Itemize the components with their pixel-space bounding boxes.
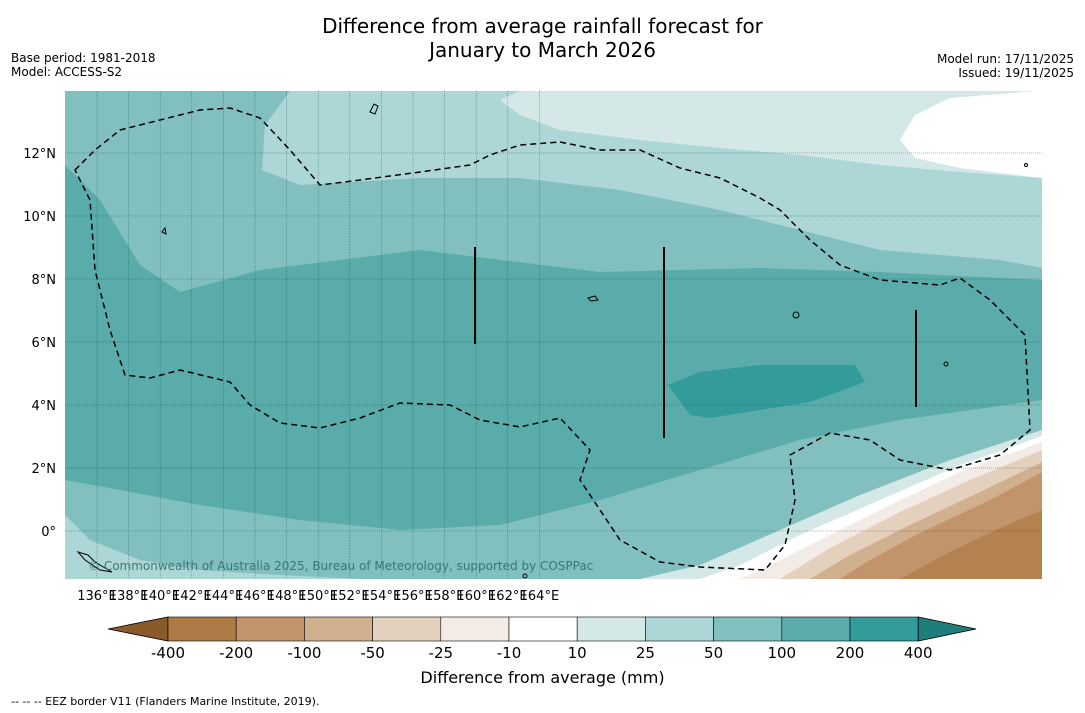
island — [76, 551, 113, 573]
latitude-label: 6°N — [32, 336, 57, 351]
island — [587, 295, 599, 302]
eez-border — [74, 107, 1031, 571]
colorbar-segment — [235, 616, 305, 642]
colorbar-extend-low — [107, 616, 169, 642]
copyright-text: © Commonwealth of Australia 2025, Bureau… — [88, 559, 593, 573]
colorbar-tick-label: 25 — [636, 644, 655, 662]
eez-footnote: -- -- -- EEZ border V11 (Flanders Marine… — [11, 695, 320, 708]
colorbar-tick-label: 100 — [767, 644, 796, 662]
island — [1024, 163, 1028, 167]
metadata-left: Base period: 1981-2018 Model: ACCESS-S2 — [11, 51, 156, 79]
longitude-label: 142°E — [172, 589, 212, 604]
colorbar-segment — [440, 616, 510, 642]
colorbar-label: Difference from average (mm) — [420, 668, 665, 687]
longitude-label: 138°E — [109, 589, 149, 604]
colorbar-tick-label: 50 — [704, 644, 723, 662]
islands — [76, 103, 1028, 579]
colorbar-tick-label: -25 — [429, 644, 454, 662]
contour-minus-200-400 — [900, 510, 1042, 579]
latitude-label: 4°N — [32, 399, 57, 414]
base-period-text: Base period: 1981-2018 — [11, 51, 156, 65]
longitude-label: 162°E — [488, 589, 528, 604]
island — [792, 311, 800, 319]
latitude-label: 0° — [41, 525, 56, 540]
longitude-label: 160°E — [456, 589, 496, 604]
island — [369, 103, 379, 115]
longitude-label: 158°E — [425, 589, 465, 604]
longitude-label: 154°E — [362, 589, 402, 604]
colorbar-segment — [508, 616, 578, 642]
model-text: Model: ACCESS-S2 — [11, 65, 123, 79]
island — [943, 361, 949, 367]
latitude-label: 10°N — [23, 210, 56, 225]
colorbar-tick-label: -100 — [287, 644, 321, 662]
map-title: Difference from average rainfall forecas… — [0, 14, 1085, 62]
metadata-right: Model run: 17/11/2025 Issued: 19/11/2025 — [937, 52, 1074, 80]
issued-text: Issued: 19/11/2025 — [958, 66, 1074, 80]
longitude-label: 152°E — [330, 589, 370, 604]
latitude-label: 8°N — [32, 273, 57, 288]
longitude-label: 150°E — [298, 589, 338, 604]
island — [522, 573, 528, 579]
latitude-label: 2°N — [32, 462, 57, 477]
colorbar-segment — [304, 616, 373, 642]
longitude-label: 136°E — [77, 589, 117, 604]
colorbar-segment — [167, 616, 237, 642]
contour-10-25 — [500, 91, 1042, 178]
contour-100-200 — [65, 165, 1042, 530]
contour-25-50-southwest — [65, 515, 360, 579]
colorbar-extend-high — [917, 616, 977, 642]
title-line-1: Difference from average rainfall forecas… — [322, 14, 763, 38]
colorbar-segment — [576, 616, 646, 642]
contour-neutral-north — [900, 91, 1042, 178]
colorbar-segment — [713, 616, 783, 642]
longitude-label: 148°E — [267, 589, 307, 604]
colorbar-segment — [645, 616, 714, 642]
colorbar-tick-label: -10 — [497, 644, 522, 662]
latitude-label: 12°N — [23, 147, 56, 162]
graticule — [65, 91, 1042, 579]
longitude-label: 156°E — [393, 589, 433, 604]
longitude-label: 140°E — [140, 589, 180, 604]
model-run-text: Model run: 17/11/2025 — [936, 52, 1074, 66]
colorbar: -400 -200 -100 -50 -25 -10 10 25 50 100 200 400 — [107, 616, 977, 662]
contour-fill-layer: © Commonwealth of Australia 2025, Bureau… — [65, 91, 1042, 579]
longitude-label: 144°E — [204, 589, 244, 604]
colorbar-tick-label: -400 — [151, 644, 185, 662]
colorbar-segment — [781, 616, 851, 642]
latitude-labels: 12°N 10°N 8°N 6°N 4°N 2°N 0° — [23, 147, 56, 540]
longitude-label: 164°E — [520, 589, 560, 604]
longitude-label: 146°E — [235, 589, 275, 604]
colorbar-tick-label: 400 — [904, 644, 933, 662]
colorbar-tick-label: -50 — [360, 644, 385, 662]
island — [161, 226, 167, 235]
colorbar-segment — [849, 616, 919, 642]
colorbar-tick-label: 200 — [836, 644, 865, 662]
longitude-labels: 136°E138°E140°E142°E144°E146°E148°E150°E… — [77, 589, 559, 604]
colorbar-tick-label: 10 — [568, 644, 587, 662]
title-line-2: January to March 2026 — [429, 38, 656, 62]
colorbar-segment — [372, 616, 442, 642]
colorbar-tick-label: -200 — [219, 644, 253, 662]
